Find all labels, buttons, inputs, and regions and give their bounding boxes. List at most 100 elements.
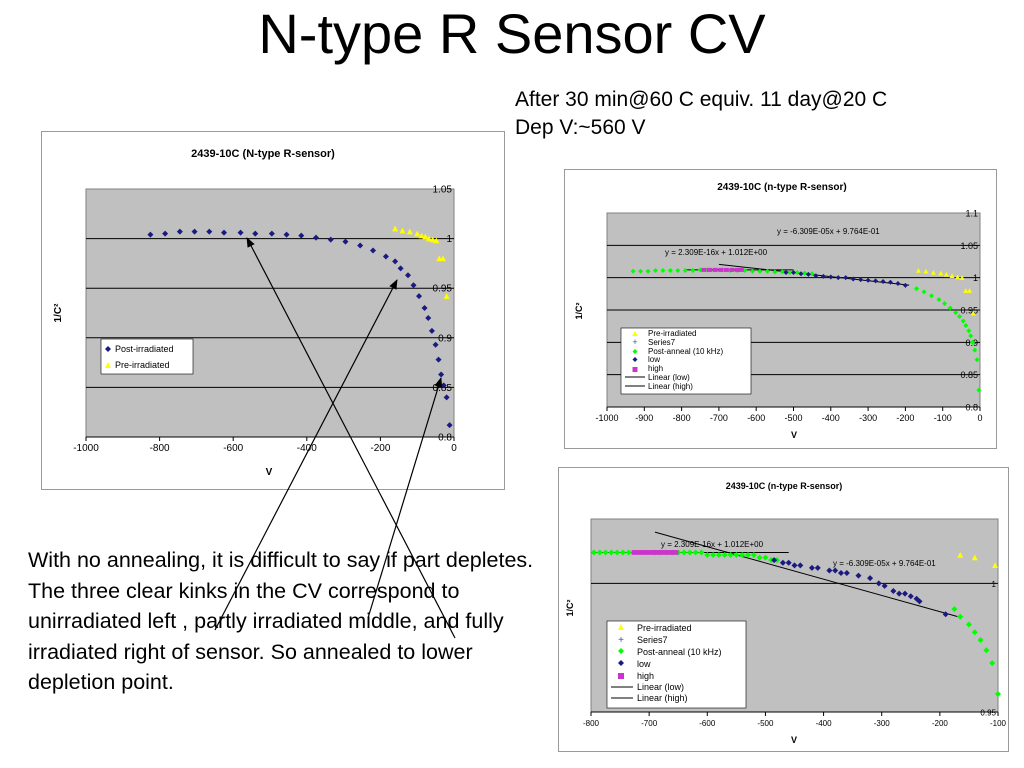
chart-3-legend-pre-irradiated-marker bbox=[618, 624, 624, 630]
chart-2-post-anneal-10-khz-point bbox=[787, 269, 793, 275]
chart-2-legend-item: Series7 bbox=[648, 338, 676, 347]
chart-2-post-anneal-10-khz-point bbox=[772, 269, 778, 275]
annealing-note-line-1: After 30 min@60 C equiv. 11 day@20 C bbox=[515, 88, 888, 111]
chart-1-post-irradiated-point bbox=[221, 229, 227, 236]
chart-2-pre-irradiated-point bbox=[959, 275, 965, 280]
annealing-note: After 30 min@60 C equiv. 11 day@20 C Dep… bbox=[515, 86, 887, 142]
chart-3-legend-low-marker bbox=[618, 660, 624, 666]
chart-2-high-point bbox=[729, 267, 735, 272]
slide-body-text: With no annealing, it is difficult to sa… bbox=[28, 548, 534, 694]
chart-3-linear-low-trendline bbox=[654, 531, 958, 618]
chart-2-legend-pre-irradiated-marker bbox=[632, 331, 638, 336]
chart-2-pre-irradiated-point bbox=[943, 271, 949, 277]
chart-2-post-anneal-10-khz-point bbox=[929, 293, 935, 299]
chart-1-pre-irradiated-point bbox=[414, 230, 421, 237]
chart-1-y-tick-label: 0.8 bbox=[438, 433, 452, 444]
chart-3-high-point bbox=[654, 550, 661, 555]
chart-3-post-anneal-10-khz-point bbox=[995, 690, 1001, 697]
chart-2-x-tick-label: -800 bbox=[673, 413, 691, 423]
chart-3-x-axis-label: V bbox=[791, 735, 797, 745]
chart-3-low-point bbox=[838, 570, 845, 577]
chart-3-post-anneal-10-khz-point bbox=[983, 647, 990, 654]
chart-3-legend-item: Linear (low) bbox=[637, 682, 684, 692]
chart-1-x-tick-label: -800 bbox=[150, 443, 170, 454]
chart-3-legend-post-anneal-marker bbox=[618, 648, 624, 654]
chart-2-low-point bbox=[798, 271, 804, 277]
chart-2-pre-irradiated-point bbox=[930, 269, 936, 275]
chart-2-low-point bbox=[813, 273, 819, 279]
chart-3-low-point bbox=[942, 611, 949, 618]
chart-3-post-anneal-10-khz-point bbox=[715, 552, 722, 559]
chart-2-high-point bbox=[738, 267, 744, 272]
chart-2-post-anneal-10-khz-point bbox=[690, 268, 696, 274]
chart-2-high-point bbox=[723, 267, 729, 272]
chart-2-legend-item: Linear (low) bbox=[648, 373, 690, 382]
chart-1-y-tick-label: 0.95 bbox=[433, 284, 453, 295]
chart-2-post-anneal-10-khz-point bbox=[630, 268, 636, 274]
chart-3-low-point bbox=[771, 557, 778, 564]
chart-2-post-anneal-10-khz-point bbox=[947, 305, 953, 311]
chart-3-pre-irradiated-point bbox=[992, 562, 999, 569]
chart-2-post-anneal-10-khz-point bbox=[749, 268, 755, 274]
chart-3-post-anneal-10-khz-point bbox=[614, 549, 621, 556]
chart-3-post-anneal-10-khz-point bbox=[951, 606, 958, 613]
chart-2-low-point bbox=[858, 277, 864, 283]
chart-2-low-point bbox=[887, 279, 893, 285]
chart-3-legend-high-marker bbox=[618, 673, 624, 679]
chart-2-x-tick-label: -400 bbox=[822, 413, 840, 423]
chart-2-x-tick-label: -900 bbox=[635, 413, 653, 423]
chart-2-low-point bbox=[835, 275, 841, 281]
chart-2-post-anneal-10-khz-point bbox=[963, 323, 969, 329]
chart-2-low-point bbox=[843, 275, 849, 281]
chart-3-post-anneal-10-khz-point bbox=[704, 552, 711, 559]
chart-3-low-point bbox=[875, 580, 882, 587]
chart-3-post-anneal-10-khz-point bbox=[596, 549, 603, 556]
chart-3-post-anneal-10-khz-point bbox=[721, 552, 728, 559]
chart-2-pre-irradiated-point bbox=[949, 273, 955, 278]
chart-3-post-anneal-10-khz-point bbox=[750, 552, 757, 559]
chart-1-legend-post-irradiated: Post-irradiated bbox=[115, 344, 174, 354]
chart-1-post-irradiated-point bbox=[191, 228, 198, 235]
chart-2-y-axis-label: 1/C² bbox=[574, 302, 584, 319]
chart-1-post-irradiated-point bbox=[237, 229, 244, 236]
chart-2-high-point bbox=[701, 267, 707, 272]
chart-2-y-tick-label: 1.05 bbox=[960, 241, 978, 251]
chart-3-low-point bbox=[855, 572, 862, 579]
chart-2-post-anneal-10-khz-point bbox=[645, 268, 651, 274]
chart-2-legend-item: high bbox=[648, 364, 663, 373]
chart-2-fit-equation-low: y = -6.309E-05x + 9.764E-01 bbox=[777, 227, 880, 236]
chart-3-x-tick-label: -300 bbox=[874, 719, 891, 728]
chart-3-low-point bbox=[916, 598, 923, 605]
chart-1-x-tick-label: -200 bbox=[370, 443, 390, 454]
chart-3-high-point bbox=[672, 550, 679, 555]
chart-2-pre-irradiated-point bbox=[915, 268, 921, 273]
chart-1-x-tick-label: -1000 bbox=[73, 443, 99, 454]
chart-2-post-anneal-10-khz-point bbox=[802, 270, 808, 276]
chart-3-fit-equation-high: y = 2.309E-16x + 1.012E+00 bbox=[661, 540, 764, 549]
chart-2-post-anneal-10-khz-point bbox=[757, 268, 763, 274]
chart-3-x-tick-label: -100 bbox=[990, 719, 1007, 728]
chart-2-x-tick-label: 0 bbox=[977, 413, 982, 423]
chart-3-post-anneal-10-khz-point bbox=[681, 549, 688, 556]
chart-2-legend-high-marker bbox=[632, 367, 638, 372]
chart-3-low-point bbox=[826, 567, 833, 574]
chart-2-post-anneal-10-khz-point bbox=[809, 271, 815, 277]
chart-1-legend-post-irradiated-marker bbox=[105, 346, 111, 352]
chart-2-high-point bbox=[712, 267, 718, 272]
chart-2-high-point bbox=[735, 267, 741, 272]
chart-1-legend: Post-irradiated Pre-irradiated bbox=[100, 338, 194, 375]
chart-2-low-point bbox=[805, 271, 811, 277]
chart-1-legend-pre-irradiated: Pre-irradiated bbox=[115, 360, 170, 370]
chart-1-x-tick-label: -400 bbox=[297, 443, 317, 454]
chart-2-low-point bbox=[783, 269, 789, 275]
chart-3-title: 2439-10C (n-type R-sensor) bbox=[726, 481, 843, 491]
chart-2-x-tick-label: -1000 bbox=[595, 413, 618, 423]
chart-3-x-tick-label: -400 bbox=[816, 719, 833, 728]
chart-2-x-tick-label: -700 bbox=[710, 413, 728, 423]
chart-3-legend-item: Post-anneal (10 kHz) bbox=[637, 647, 722, 657]
chart-3-post-anneal-10-khz-point bbox=[608, 549, 615, 556]
chart-panel-3: 0.95 1 -800 -700 -600 -500 -400 -300 -200 -100 24… bbox=[558, 467, 1009, 752]
chart-2-x-tick-label: -300 bbox=[859, 413, 877, 423]
chart-2-title: 2439-10C (n-type R-sensor) bbox=[717, 182, 846, 193]
